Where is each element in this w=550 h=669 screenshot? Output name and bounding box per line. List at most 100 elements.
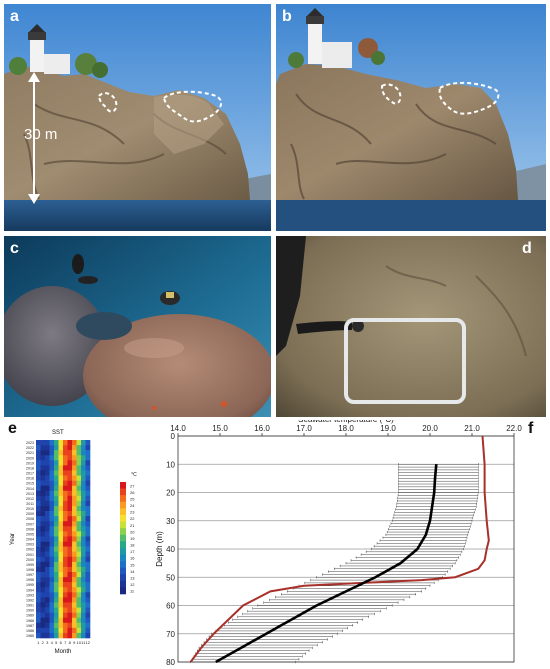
heatmap-cell [36, 561, 41, 568]
heatmap-cell [54, 465, 59, 471]
heatmap-cell [45, 617, 50, 624]
heatmap-cell [54, 592, 59, 598]
heatmap-cell [76, 526, 82, 532]
heatmap-cell [72, 561, 77, 568]
heatmap-cell [54, 485, 59, 492]
heatmap-cell [49, 627, 55, 634]
colorbar-tick: 11 [130, 589, 135, 594]
heatmap-cell [40, 485, 46, 492]
heatmap-cell [67, 587, 73, 593]
heatmap-cell [63, 511, 68, 517]
mean-temperature-line [215, 464, 438, 664]
heatmap-cell [40, 516, 46, 522]
heatmap-cell [76, 551, 82, 558]
heatmap-cell [36, 485, 41, 492]
heatmap-cell [72, 627, 77, 634]
heatmap-cell [49, 607, 55, 613]
month-tick: 8 [69, 640, 72, 645]
colorbar-tick: 18 [130, 543, 135, 548]
colorbar-segment [120, 495, 126, 503]
heatmap-cell [45, 577, 50, 583]
year-tick: 1986 [26, 629, 34, 633]
y-tick-label: 50 [166, 573, 175, 582]
x-tick-label: 22.0 [506, 424, 522, 433]
heatmap-cell [36, 475, 41, 481]
sst-heatmap-panel: e SST 2023 2022 2021 2020 2019 2018 2017 2016 201… [4, 420, 154, 668]
heatmap-cell [49, 561, 55, 568]
heatmap-title: SST [52, 430, 64, 436]
heatmap-cell [54, 622, 59, 629]
heatmap-cell [40, 440, 46, 446]
heatmap-cell [36, 572, 41, 578]
heatmap-cell [85, 511, 91, 517]
heatmap-cell [45, 465, 50, 471]
heatmap-cell [54, 551, 59, 558]
heatmap-cell [36, 495, 41, 502]
month-tick: 2 [42, 640, 45, 645]
heatmap-cell [85, 607, 91, 613]
heatmap-cell [58, 521, 64, 527]
colorbar-segment [120, 580, 126, 588]
heatmap-cell [49, 592, 55, 598]
year-tick: 1993 [26, 593, 34, 597]
heatmap-cell [81, 572, 86, 578]
heatmap-cell [76, 612, 82, 618]
heatmap-cell [36, 587, 41, 593]
heatmap-cell [63, 485, 68, 492]
x-tick-label: 14.0 [170, 424, 186, 433]
heatmap-cell [36, 607, 41, 613]
heatmap-cell [45, 511, 50, 517]
heatmap-cell [54, 506, 59, 512]
colorbar-segment [120, 521, 126, 529]
heatmap-cell [36, 440, 41, 446]
heatmap-cell [76, 511, 82, 517]
heatmap-cell [76, 587, 82, 593]
heatmap-cell [76, 495, 82, 502]
heatmap-cell [72, 582, 77, 588]
year-tick: 2021 [26, 451, 34, 455]
heatmap-cell [63, 607, 68, 613]
x-tick-label: 16.0 [254, 424, 270, 433]
heatmap-cell [49, 531, 55, 537]
heatmap-cell [58, 480, 64, 486]
heatmap-cell [36, 582, 41, 588]
heatmap-cell [85, 597, 91, 603]
heatmap-cell [63, 566, 68, 573]
heatmap-cell [58, 506, 64, 512]
heatmap-cell [72, 541, 77, 547]
heatmap-cell [45, 470, 50, 476]
heatmap-cell [40, 460, 46, 466]
heatmap-cell [36, 632, 41, 639]
heatmap-cell [67, 566, 73, 573]
heatmap-cell [54, 561, 59, 568]
heatmap-cell [45, 495, 50, 502]
heatmap-cell [72, 526, 77, 532]
heatmap-cell [72, 495, 77, 502]
plot-frame [177, 435, 515, 663]
sst-heatmap: SST2023202220212020201920182017201620152… [10, 430, 137, 655]
heatmap-cell [40, 445, 46, 451]
heatmap-cell [36, 541, 41, 547]
heatmap-cell [85, 490, 91, 497]
heatmap-cell [81, 602, 86, 608]
heatmap-cell [63, 551, 68, 558]
heatmap-cell [67, 490, 73, 497]
heatmap-cell [85, 602, 91, 608]
heatmap-cell [45, 500, 50, 507]
heatmap-cell [67, 495, 73, 502]
heatmap-cell [63, 490, 68, 497]
heatmap-cell [85, 536, 91, 542]
heatmap-cell [40, 490, 46, 497]
year-tick: 2011 [26, 502, 34, 506]
y-tick-label: 20 [166, 489, 175, 498]
heatmap-cell [81, 526, 86, 532]
heatmap-cell [49, 506, 55, 512]
heatmap-cell [67, 602, 73, 608]
heatmap-cell [49, 551, 55, 558]
heatmap-cell [63, 556, 68, 563]
heatmap-cell [36, 577, 41, 583]
quadrat-sampling-photo [276, 236, 546, 417]
heatmap-cell [63, 480, 68, 486]
heatmap-cell [54, 602, 59, 608]
year-tick: 1997 [26, 573, 34, 577]
